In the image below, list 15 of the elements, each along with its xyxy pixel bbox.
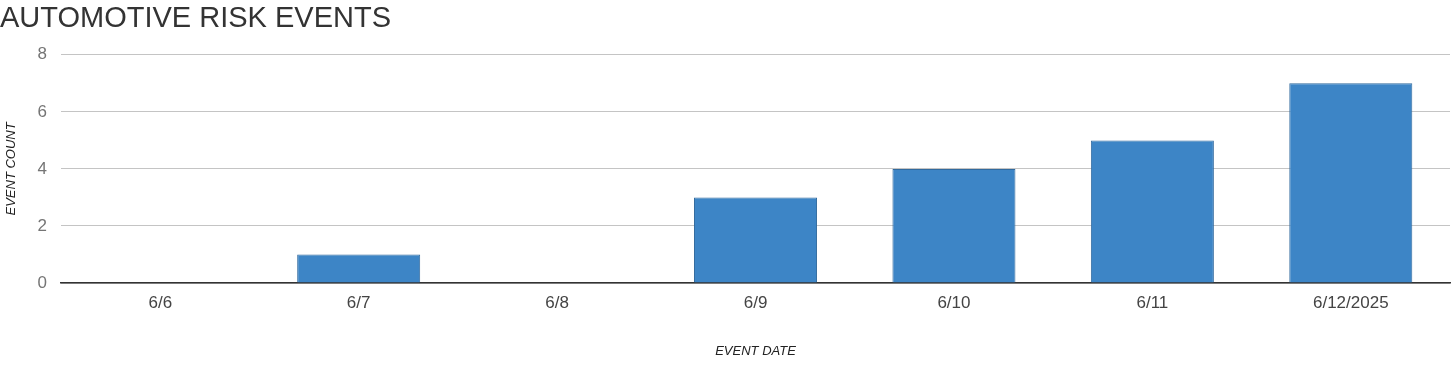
chart-title: AUTOMOTIVE RISK EVENTS: [0, 1, 392, 34]
x-tick-label: 6/9: [743, 292, 768, 312]
y-tick-label: 0: [37, 272, 48, 292]
x-tick-label: 6/8: [545, 292, 569, 312]
x-axis-title: EVENT DATE: [715, 342, 797, 358]
y-tick-label: 8: [37, 44, 48, 64]
x-tick-label: 6/6: [148, 292, 173, 312]
x-tick-label: 6/12/2025: [1312, 292, 1389, 312]
x-tick-label: 6/10: [937, 292, 971, 312]
y-tick-label: 4: [37, 158, 48, 178]
y-axis-title: EVENT COUNT: [3, 121, 19, 216]
y-tick-label: 6: [37, 101, 48, 121]
x-tick-label: 6/7: [346, 292, 371, 312]
x-tick-label: 6/11: [1136, 292, 1169, 312]
y-tick-label: 2: [37, 215, 48, 235]
